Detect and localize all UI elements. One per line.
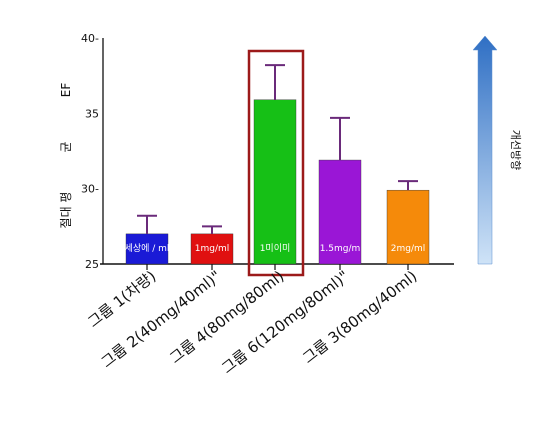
y-ticks: 40- 35 30- 25 bbox=[81, 32, 99, 271]
bar bbox=[125, 233, 169, 265]
bar bbox=[386, 189, 430, 265]
y-tick-label: 25 bbox=[85, 258, 99, 271]
bar-label: 세상에 / ml bbox=[125, 243, 170, 254]
x-category-label: 그룹 2(40mg/40ml)" bbox=[98, 267, 225, 371]
x-category-labels: 그룹 1(차량)그룹 2(40mg/40ml)"그룹 4(80mg/80ml)그… bbox=[84, 267, 420, 377]
bar bbox=[253, 99, 297, 265]
bar-label: 2mg/ml bbox=[391, 244, 426, 254]
bar-label: 1.5mg/m bbox=[320, 244, 361, 254]
y-axis-label-part-absolute: 절대 평 bbox=[59, 192, 73, 229]
y-axis-label-part-average: 균 bbox=[59, 141, 73, 152]
x-category-label: 그룹 6(120mg/80ml)" bbox=[218, 267, 352, 377]
highlight-box bbox=[247, 49, 305, 277]
x-category-label: 그룹 3(80mg/40ml) bbox=[299, 267, 420, 367]
bar-label: 1미이미 bbox=[260, 243, 291, 254]
y-tick-label: 35 bbox=[85, 107, 99, 120]
y-tick-label: 40- bbox=[81, 32, 99, 45]
bar-label: 1mg/ml bbox=[195, 244, 230, 254]
bars: 세상에 / ml 1mg/ml 1미이미 1.5mg/m 2mg/ml bbox=[125, 49, 430, 277]
y-axis-label: EF 균 절대 평 bbox=[59, 83, 73, 229]
bar bbox=[318, 159, 362, 265]
y-tick-label: 30- bbox=[81, 183, 99, 196]
x-category-label: 그룹 4(80mg/80ml) bbox=[166, 267, 287, 367]
improvement-direction-arrow-icon bbox=[472, 35, 498, 265]
improvement-direction-label: 개선방향 bbox=[509, 130, 522, 170]
y-axis-label-part-ef: EF bbox=[59, 83, 73, 98]
